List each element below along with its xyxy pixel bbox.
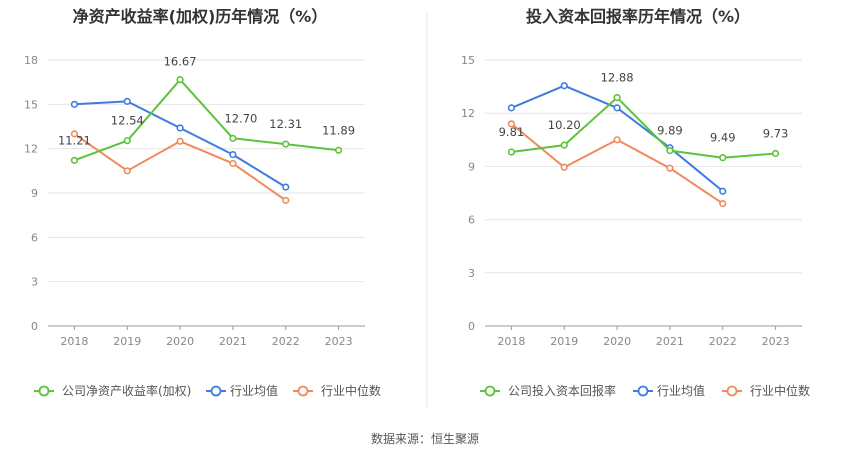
y-tick-label: 18 (24, 54, 38, 67)
data-point (507, 120, 516, 128)
x-tick-label: 2019 (113, 335, 141, 348)
data-point (176, 124, 184, 132)
y-tick-label: 3 (468, 267, 475, 280)
legend-swatch-marker (297, 385, 309, 397)
data-point (229, 159, 237, 168)
legend-label: 行业中位数 (750, 383, 810, 398)
data-point (719, 154, 727, 162)
y-tick-label: 15 (461, 54, 475, 67)
legend-swatch-marker (210, 385, 222, 397)
legend-swatch-marker (637, 385, 649, 397)
legend-swatch-marker (484, 385, 496, 397)
data-point (70, 156, 79, 164)
data-point (666, 147, 674, 155)
data-point (719, 200, 727, 208)
x-tick-label: 2021 (219, 335, 247, 348)
data-point (282, 140, 290, 148)
data-point (613, 136, 621, 144)
data-label: 9.73 (763, 126, 789, 140)
x-tick-label: 2022 (709, 335, 737, 348)
y-tick-label: 12 (461, 107, 475, 120)
data-point (229, 150, 237, 159)
y-tick-label: 3 (31, 276, 38, 289)
data-label: 16.67 (164, 55, 197, 69)
data-point (123, 167, 131, 175)
chart-title: 投入资本回报率历年情况（%） (526, 7, 750, 26)
x-tick-label: 2020 (603, 335, 631, 348)
data-point (123, 137, 131, 145)
data-point (70, 100, 79, 108)
legend-label: 行业中位数 (321, 383, 381, 398)
data-point (70, 130, 79, 138)
data-point (666, 164, 674, 172)
data-label: 11.21 (58, 133, 91, 147)
legend-label: 行业均值 (230, 383, 278, 398)
data-point (613, 104, 621, 112)
chart-panel-2: 投入资本回报率历年情况（%） 0 3 6 9 12 15 2018 2019 2020 2021 20… (461, 7, 810, 398)
series-line-1 (74, 78, 339, 162)
x-tick-label: 2019 (550, 335, 578, 348)
data-label: 12.88 (601, 71, 634, 85)
data-point (560, 82, 568, 90)
data-point (123, 97, 131, 105)
chart-panel-1: 净资产收益率(加权)历年情况（%） 0 3 6 9 12 15 18 2018 2019 2020 2… (24, 7, 381, 398)
x-tick-label: 2018 (60, 335, 88, 348)
data-label: 12.54 (111, 114, 144, 128)
data-point (613, 93, 621, 102)
x-tick-label: 2023 (762, 335, 790, 348)
legend-label: 公司净资产收益率(加权) (62, 383, 191, 398)
series-line-3 (510, 123, 724, 205)
x-tick-label: 2020 (166, 335, 194, 348)
data-point (334, 146, 343, 154)
y-tick-label: 0 (468, 320, 475, 333)
data-point (282, 196, 290, 204)
legend-label: 行业均值 (657, 383, 705, 398)
y-tick-label: 6 (468, 214, 475, 227)
data-label: 10.20 (548, 118, 581, 132)
x-tick-label: 2023 (325, 335, 353, 348)
y-tick-label: 15 (24, 98, 38, 111)
data-point (507, 148, 516, 156)
y-tick-label: 6 (31, 231, 38, 244)
data-point (176, 137, 184, 145)
y-tick-label: 0 (31, 320, 38, 333)
legend-swatch-marker (726, 385, 738, 397)
data-point (176, 76, 184, 84)
legend-label: 公司投入资本回报率 (508, 383, 616, 398)
legend-swatch-marker (38, 385, 50, 397)
series-line-1 (511, 96, 776, 159)
data-point (771, 149, 780, 158)
data-source: 数据来源：恒生聚源 (371, 431, 479, 446)
data-point (507, 104, 516, 112)
y-tick-label: 9 (468, 160, 475, 173)
y-tick-label: 12 (24, 143, 38, 156)
data-label: 9.89 (657, 124, 683, 138)
data-label: 12.31 (269, 117, 302, 131)
data-point (282, 183, 290, 191)
chart-title: 净资产收益率(加权)历年情况（%） (73, 7, 328, 26)
data-point (560, 141, 568, 149)
data-label: 12.70 (224, 111, 257, 125)
x-tick-label: 2022 (272, 335, 300, 348)
y-tick-label: 9 (31, 187, 38, 200)
data-label: 11.89 (322, 123, 355, 137)
data-label: 9.49 (710, 131, 736, 145)
data-point (719, 187, 727, 195)
data-point (229, 134, 237, 142)
data-point (560, 163, 568, 171)
x-tick-label: 2021 (656, 335, 684, 348)
x-tick-label: 2018 (497, 335, 525, 348)
data-label: 9.81 (499, 125, 525, 139)
